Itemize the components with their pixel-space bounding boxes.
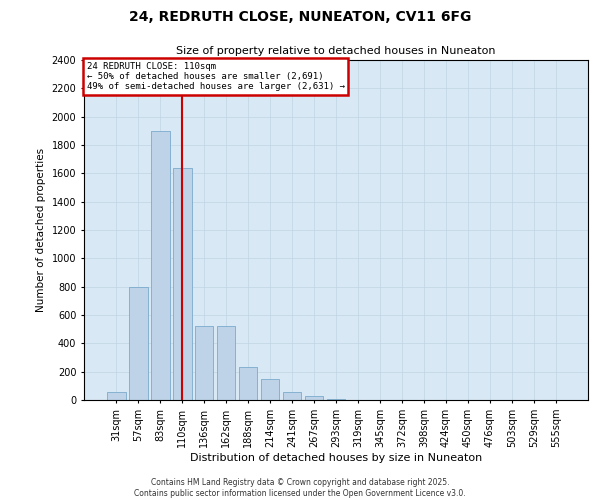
Bar bbox=[107, 392, 125, 400]
Bar bbox=[173, 168, 191, 400]
Bar bbox=[151, 131, 170, 400]
Bar bbox=[239, 368, 257, 400]
Bar bbox=[283, 392, 301, 400]
Text: 24 REDRUTH CLOSE: 110sqm
← 50% of detached houses are smaller (2,691)
49% of sem: 24 REDRUTH CLOSE: 110sqm ← 50% of detach… bbox=[86, 62, 344, 92]
Bar bbox=[195, 326, 214, 400]
Bar bbox=[305, 396, 323, 400]
X-axis label: Distribution of detached houses by size in Nuneaton: Distribution of detached houses by size … bbox=[190, 452, 482, 462]
Text: Contains HM Land Registry data © Crown copyright and database right 2025.
Contai: Contains HM Land Registry data © Crown c… bbox=[134, 478, 466, 498]
Y-axis label: Number of detached properties: Number of detached properties bbox=[36, 148, 46, 312]
Title: Size of property relative to detached houses in Nuneaton: Size of property relative to detached ho… bbox=[176, 46, 496, 56]
Bar bbox=[261, 379, 280, 400]
Bar bbox=[129, 286, 148, 400]
Text: 24, REDRUTH CLOSE, NUNEATON, CV11 6FG: 24, REDRUTH CLOSE, NUNEATON, CV11 6FG bbox=[129, 10, 471, 24]
Bar bbox=[217, 326, 235, 400]
Bar bbox=[326, 398, 346, 400]
